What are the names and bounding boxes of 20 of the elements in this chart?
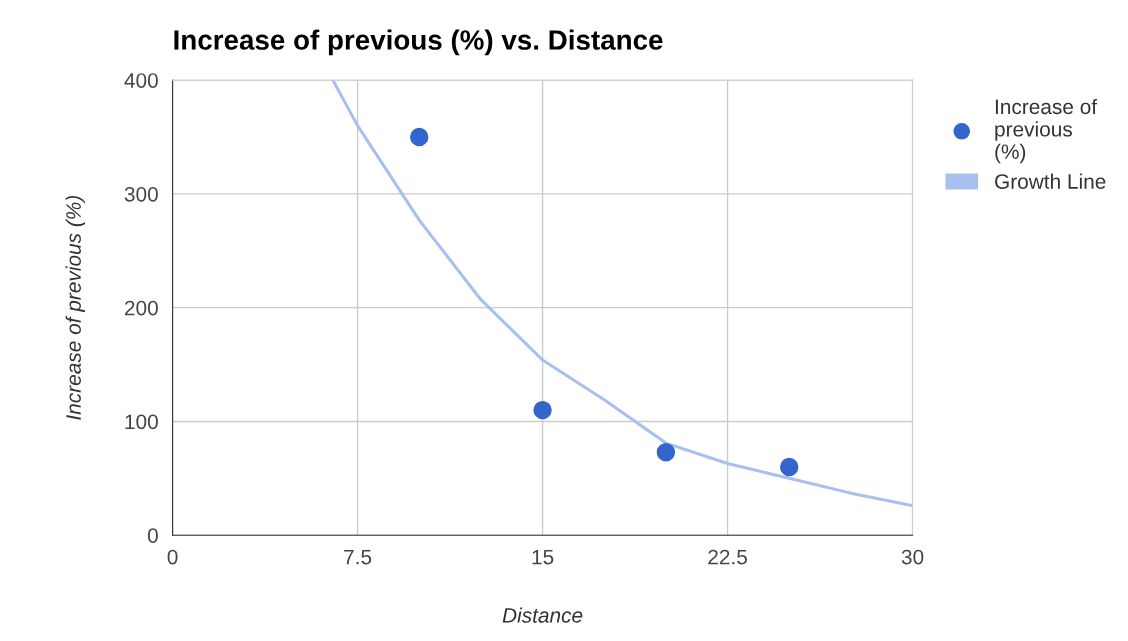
point [780,457,799,477]
x-tick-label: 7.5 [344,549,372,565]
y-tick-label: 200 [124,300,158,316]
x-axis-title: Distance [502,607,583,623]
y-tick-label: 0 [147,528,158,543]
legend-label: Growth Line [995,173,1106,189]
point [656,442,676,462]
x-tick-label: 22.5 [708,549,747,565]
point [533,400,552,420]
y-tick-label: 400 [124,73,158,88]
x-tick-label: 15 [532,549,554,565]
chart-title: Increase of previous (%) vs. Distance [174,29,663,56]
x-tick-label: 30 [901,549,924,565]
y-axis-title: Increase of previous (%) [65,196,86,420]
line-series [331,80,913,508]
y-tick-label: 300 [124,186,158,202]
x-tick-label: 0 [167,549,178,565]
point [410,127,429,147]
y-tick-label: 100 [125,414,158,430]
legend-label: Increase of previous (%) [995,98,1098,164]
